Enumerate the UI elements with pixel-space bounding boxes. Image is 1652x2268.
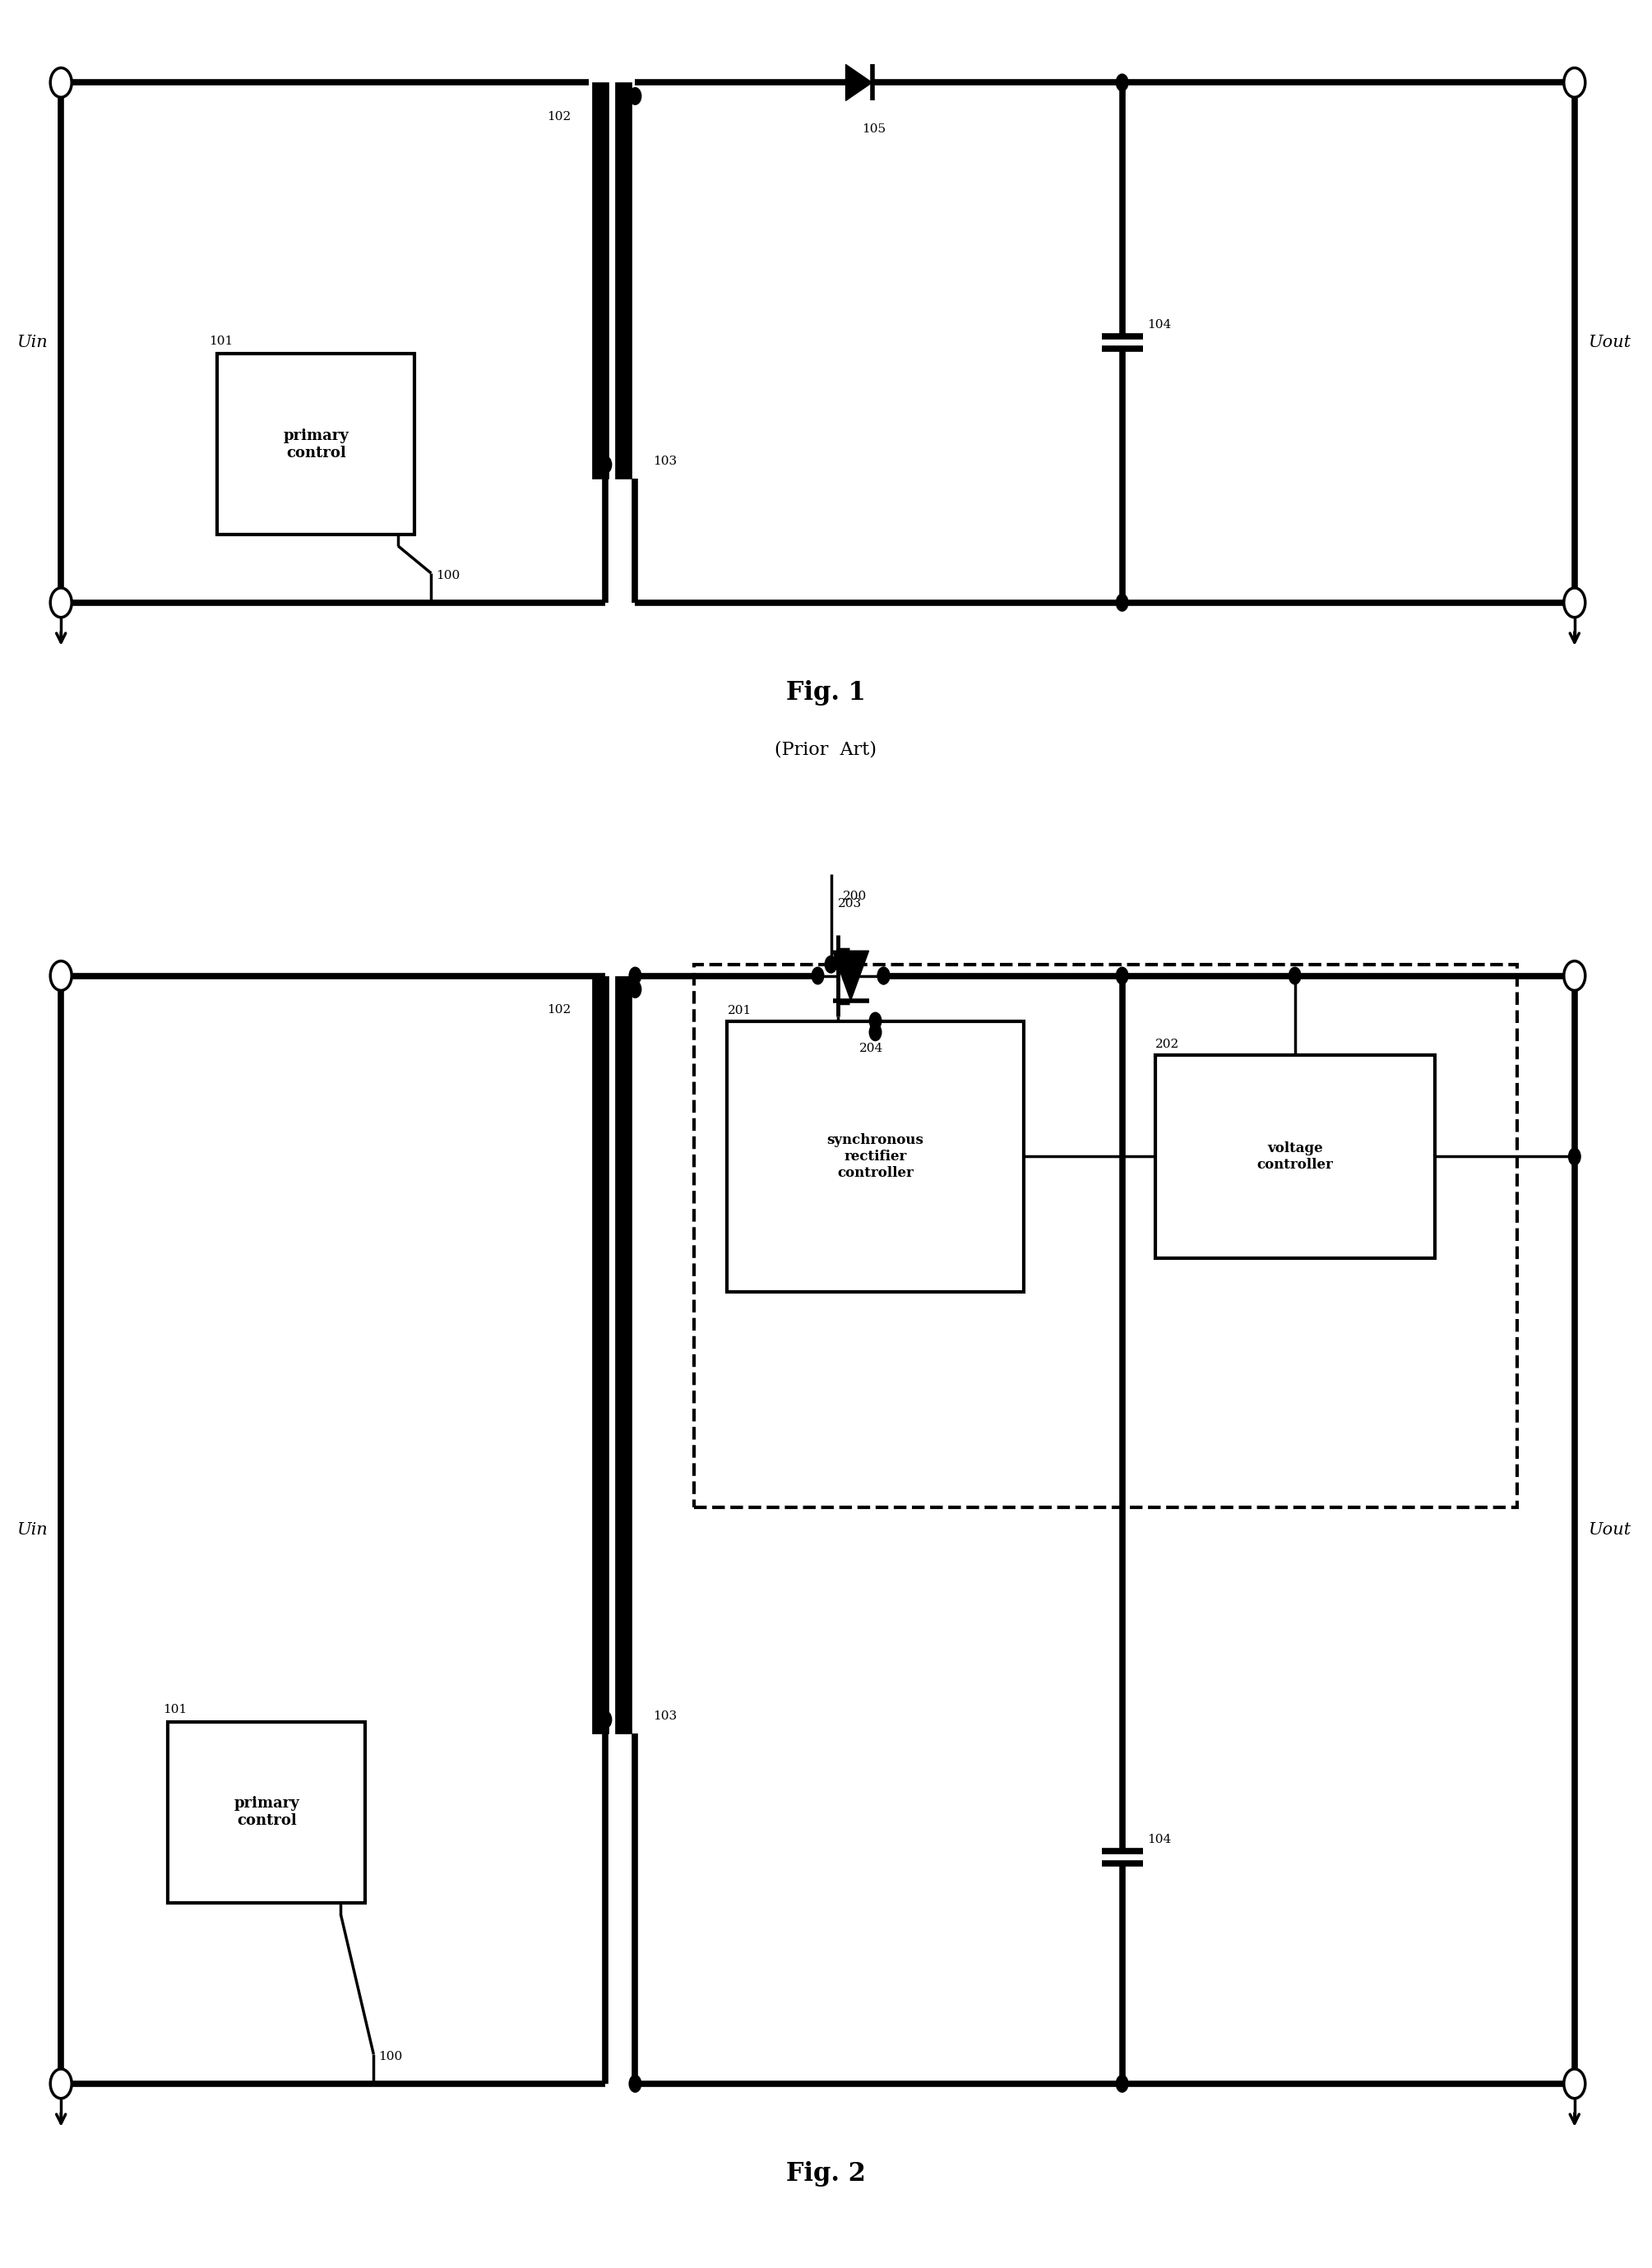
Circle shape <box>50 962 71 991</box>
Text: voltage
controller: voltage controller <box>1257 1141 1333 1173</box>
Text: Fig. 2: Fig. 2 <box>786 2161 866 2186</box>
Text: 203: 203 <box>838 898 861 909</box>
Bar <box>169 1721 365 1903</box>
Text: 100: 100 <box>436 569 461 581</box>
Circle shape <box>1564 962 1586 991</box>
Circle shape <box>1568 1148 1581 1166</box>
Text: 104: 104 <box>1146 1835 1171 1846</box>
Text: 104: 104 <box>1146 320 1171 331</box>
Text: Uout: Uout <box>1588 1522 1631 1538</box>
Circle shape <box>600 1710 613 1728</box>
Text: Fig. 1: Fig. 1 <box>786 680 866 705</box>
Text: 200: 200 <box>843 891 867 903</box>
Text: Uin: Uin <box>17 336 48 352</box>
Bar <box>694 964 1517 1508</box>
Circle shape <box>1115 966 1128 984</box>
Circle shape <box>1115 73 1128 91</box>
Circle shape <box>628 86 641 104</box>
Text: (Prior  Art): (Prior Art) <box>775 742 877 760</box>
Circle shape <box>50 2068 71 2098</box>
Circle shape <box>877 966 890 984</box>
Text: primary
control: primary control <box>235 1796 299 1828</box>
Bar <box>218 354 415 535</box>
Circle shape <box>1289 966 1302 984</box>
Text: 100: 100 <box>378 2050 403 2062</box>
Text: 204: 204 <box>859 1043 882 1055</box>
Bar <box>593 82 610 479</box>
Text: 103: 103 <box>653 456 677 467</box>
Circle shape <box>628 980 641 998</box>
Circle shape <box>600 456 613 474</box>
Text: Uout: Uout <box>1588 336 1631 352</box>
Text: 101: 101 <box>164 1703 187 1715</box>
Circle shape <box>628 966 641 984</box>
Circle shape <box>869 1012 882 1030</box>
Text: 202: 202 <box>1155 1039 1180 1050</box>
Circle shape <box>869 1023 882 1041</box>
Text: Uin: Uin <box>17 1522 48 1538</box>
Text: 201: 201 <box>727 1005 752 1016</box>
Circle shape <box>877 966 890 984</box>
Text: 105: 105 <box>862 122 885 134</box>
Circle shape <box>1564 587 1586 617</box>
Circle shape <box>1564 68 1586 98</box>
Circle shape <box>50 68 71 98</box>
Text: 102: 102 <box>547 1005 572 1016</box>
Bar <box>1155 1055 1434 1259</box>
Circle shape <box>1564 2068 1586 2098</box>
Bar <box>727 1021 1024 1293</box>
Circle shape <box>824 955 838 973</box>
Circle shape <box>811 966 824 984</box>
Circle shape <box>1115 594 1128 612</box>
Bar <box>593 975 610 1733</box>
Polygon shape <box>833 950 869 1000</box>
Polygon shape <box>846 64 872 100</box>
Bar <box>616 82 631 479</box>
Circle shape <box>1115 2075 1128 2093</box>
Circle shape <box>50 587 71 617</box>
Text: 101: 101 <box>210 336 233 347</box>
Text: 103: 103 <box>653 1710 677 1721</box>
Text: 102: 102 <box>547 111 572 122</box>
Circle shape <box>628 2075 641 2093</box>
Text: primary
control: primary control <box>282 429 349 460</box>
Text: synchronous
rectifier
controller: synchronous rectifier controller <box>828 1134 923 1179</box>
Bar <box>616 975 631 1733</box>
